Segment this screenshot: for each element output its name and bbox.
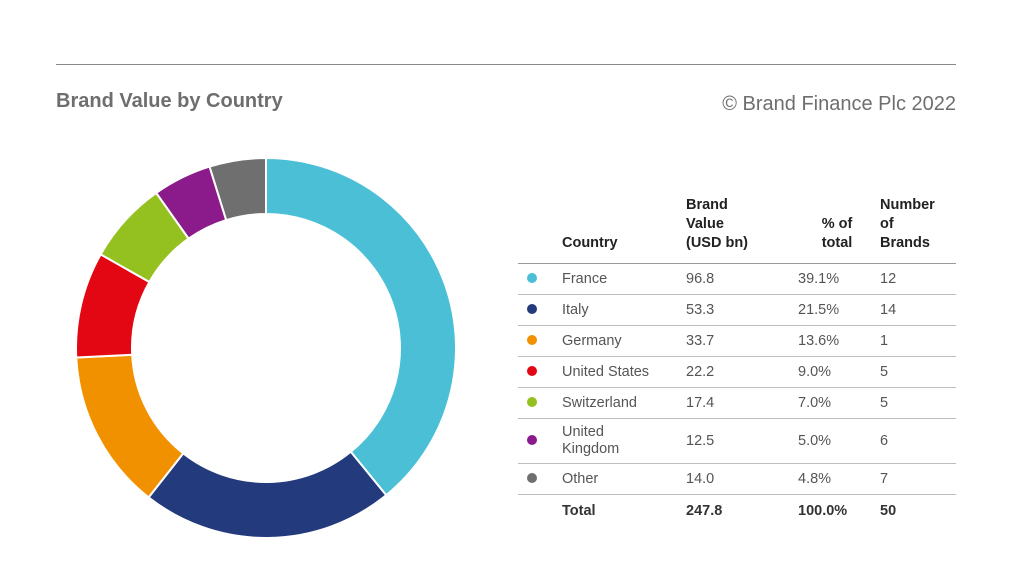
swatch-cell bbox=[518, 418, 562, 464]
header-brands-line: Number of bbox=[880, 197, 935, 232]
table-row: United States 22.2 9.0% 5 bbox=[518, 356, 956, 388]
legend-dot-icon bbox=[527, 365, 537, 376]
country-cell: United States bbox=[562, 356, 686, 388]
header-brand-value-line: Brand bbox=[686, 197, 728, 213]
brands-count-cell: 6 bbox=[880, 418, 956, 464]
table-row: Switzerland 17.4 7.0% 5 bbox=[518, 387, 956, 419]
percent-cell: 5.0% bbox=[798, 418, 880, 464]
brands-count-cell: 1 bbox=[880, 325, 956, 357]
table-row: Germany 33.7 13.6% 1 bbox=[518, 325, 956, 357]
copyright-notice: © Brand Finance Plc 2022 bbox=[722, 93, 956, 115]
total-brands: 50 bbox=[880, 494, 956, 527]
brand-value-cell: 22.2 bbox=[686, 356, 798, 388]
table-row: Italy 53.3 21.5% 14 bbox=[518, 294, 956, 326]
table-row: Other 14.0 4.8% 7 bbox=[518, 463, 956, 495]
table-row: United Kingdom 12.5 5.0% 6 bbox=[518, 418, 956, 464]
table-header-row: Country Brand Value (USD bn) % of total … bbox=[518, 196, 956, 264]
swatch-cell bbox=[518, 263, 562, 295]
country-name: United bbox=[562, 424, 604, 440]
legend-dot-icon bbox=[527, 334, 537, 345]
swatch-cell bbox=[518, 387, 562, 419]
country-name: France bbox=[562, 270, 608, 287]
percent-cell: 13.6% bbox=[798, 325, 880, 357]
total-percent: 100.0% bbox=[798, 494, 880, 527]
brand-value-cell: 33.7 bbox=[686, 325, 798, 357]
legend-dot-icon bbox=[527, 396, 537, 407]
donut-slice-france bbox=[265, 156, 457, 497]
brand-value-cell: 14.0 bbox=[686, 463, 798, 495]
percent-cell: 39.1% bbox=[798, 263, 880, 295]
header-brand-value-line: Value bbox=[686, 216, 724, 232]
header-swatch bbox=[518, 196, 562, 264]
country-cell: United Kingdom bbox=[562, 418, 686, 464]
total-label: Total bbox=[562, 494, 686, 527]
percent-cell: 9.0% bbox=[798, 356, 880, 388]
total-value: 247.8 bbox=[686, 494, 798, 527]
percent-cell: 21.5% bbox=[798, 294, 880, 326]
swatch-cell bbox=[518, 356, 562, 388]
brands-count-cell: 5 bbox=[880, 356, 956, 388]
header-percent-total: % of total bbox=[798, 196, 880, 264]
legend-dot-icon bbox=[527, 303, 537, 314]
header-brands-line: Brands bbox=[880, 235, 930, 251]
header-brand-value: Brand Value (USD bn) bbox=[686, 196, 798, 264]
donut-slice-other bbox=[208, 156, 267, 222]
brands-count-cell: 14 bbox=[880, 294, 956, 326]
legend-dot-icon bbox=[527, 434, 537, 445]
swatch-cell bbox=[518, 463, 562, 495]
header-brand-value-line: (USD bn) bbox=[686, 235, 749, 251]
country-name: Italy bbox=[562, 301, 589, 318]
swatch-cell bbox=[518, 325, 562, 357]
swatch-cell bbox=[518, 294, 562, 326]
brands-count-cell: 5 bbox=[880, 387, 956, 419]
data-table-container: Country Brand Value (USD bn) % of total … bbox=[518, 196, 956, 527]
legend-dot-icon bbox=[527, 472, 537, 483]
brand-value-table: Country Brand Value (USD bn) % of total … bbox=[518, 196, 956, 527]
header-country: Country bbox=[562, 196, 686, 264]
country-name: United States bbox=[562, 363, 650, 380]
total-row: Total 247.8 100.0% 50 bbox=[518, 494, 956, 527]
country-name: Kingdom bbox=[562, 441, 620, 457]
brand-value-cell: 12.5 bbox=[686, 418, 798, 464]
table-row: France 96.8 39.1% 12 bbox=[518, 263, 956, 295]
country-cell: France bbox=[562, 263, 686, 295]
country-cell: Switzerland bbox=[562, 387, 686, 419]
chart-title: Brand Value by Country bbox=[56, 90, 283, 112]
brand-value-cell: 96.8 bbox=[686, 263, 798, 295]
brands-count-cell: 12 bbox=[880, 263, 956, 295]
country-name: Switzerland bbox=[562, 394, 637, 411]
country-cell: Germany bbox=[562, 325, 686, 357]
legend-dot-icon bbox=[527, 272, 537, 283]
header-number-of-brands: Number of Brands bbox=[880, 196, 956, 264]
country-cell: Italy bbox=[562, 294, 686, 326]
header-percent-line: total bbox=[821, 235, 853, 251]
header-percent-line: % of bbox=[821, 216, 853, 232]
country-cell: Other bbox=[562, 463, 686, 495]
brands-count-cell: 7 bbox=[880, 463, 956, 495]
country-name: Germany bbox=[562, 332, 622, 349]
percent-cell: 7.0% bbox=[798, 387, 880, 419]
brand-value-cell: 17.4 bbox=[686, 387, 798, 419]
top-divider bbox=[56, 64, 956, 65]
percent-cell: 4.8% bbox=[798, 463, 880, 495]
donut-chart bbox=[75, 156, 457, 539]
country-name: Other bbox=[562, 470, 599, 487]
donut-slice-italy bbox=[147, 450, 388, 539]
total-swatch-cell bbox=[518, 494, 562, 527]
table-body: France 96.8 39.1% 12 Italy 53.3 21.5% 14 Germany… bbox=[518, 263, 956, 495]
brand-value-cell: 53.3 bbox=[686, 294, 798, 326]
